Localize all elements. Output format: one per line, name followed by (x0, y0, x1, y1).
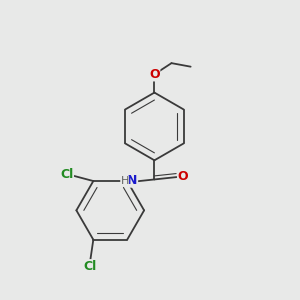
Text: O: O (149, 68, 160, 81)
Text: N: N (127, 174, 137, 187)
Text: H: H (121, 176, 129, 186)
Text: O: O (178, 170, 188, 183)
Text: Cl: Cl (84, 260, 97, 273)
Text: Cl: Cl (60, 168, 74, 181)
